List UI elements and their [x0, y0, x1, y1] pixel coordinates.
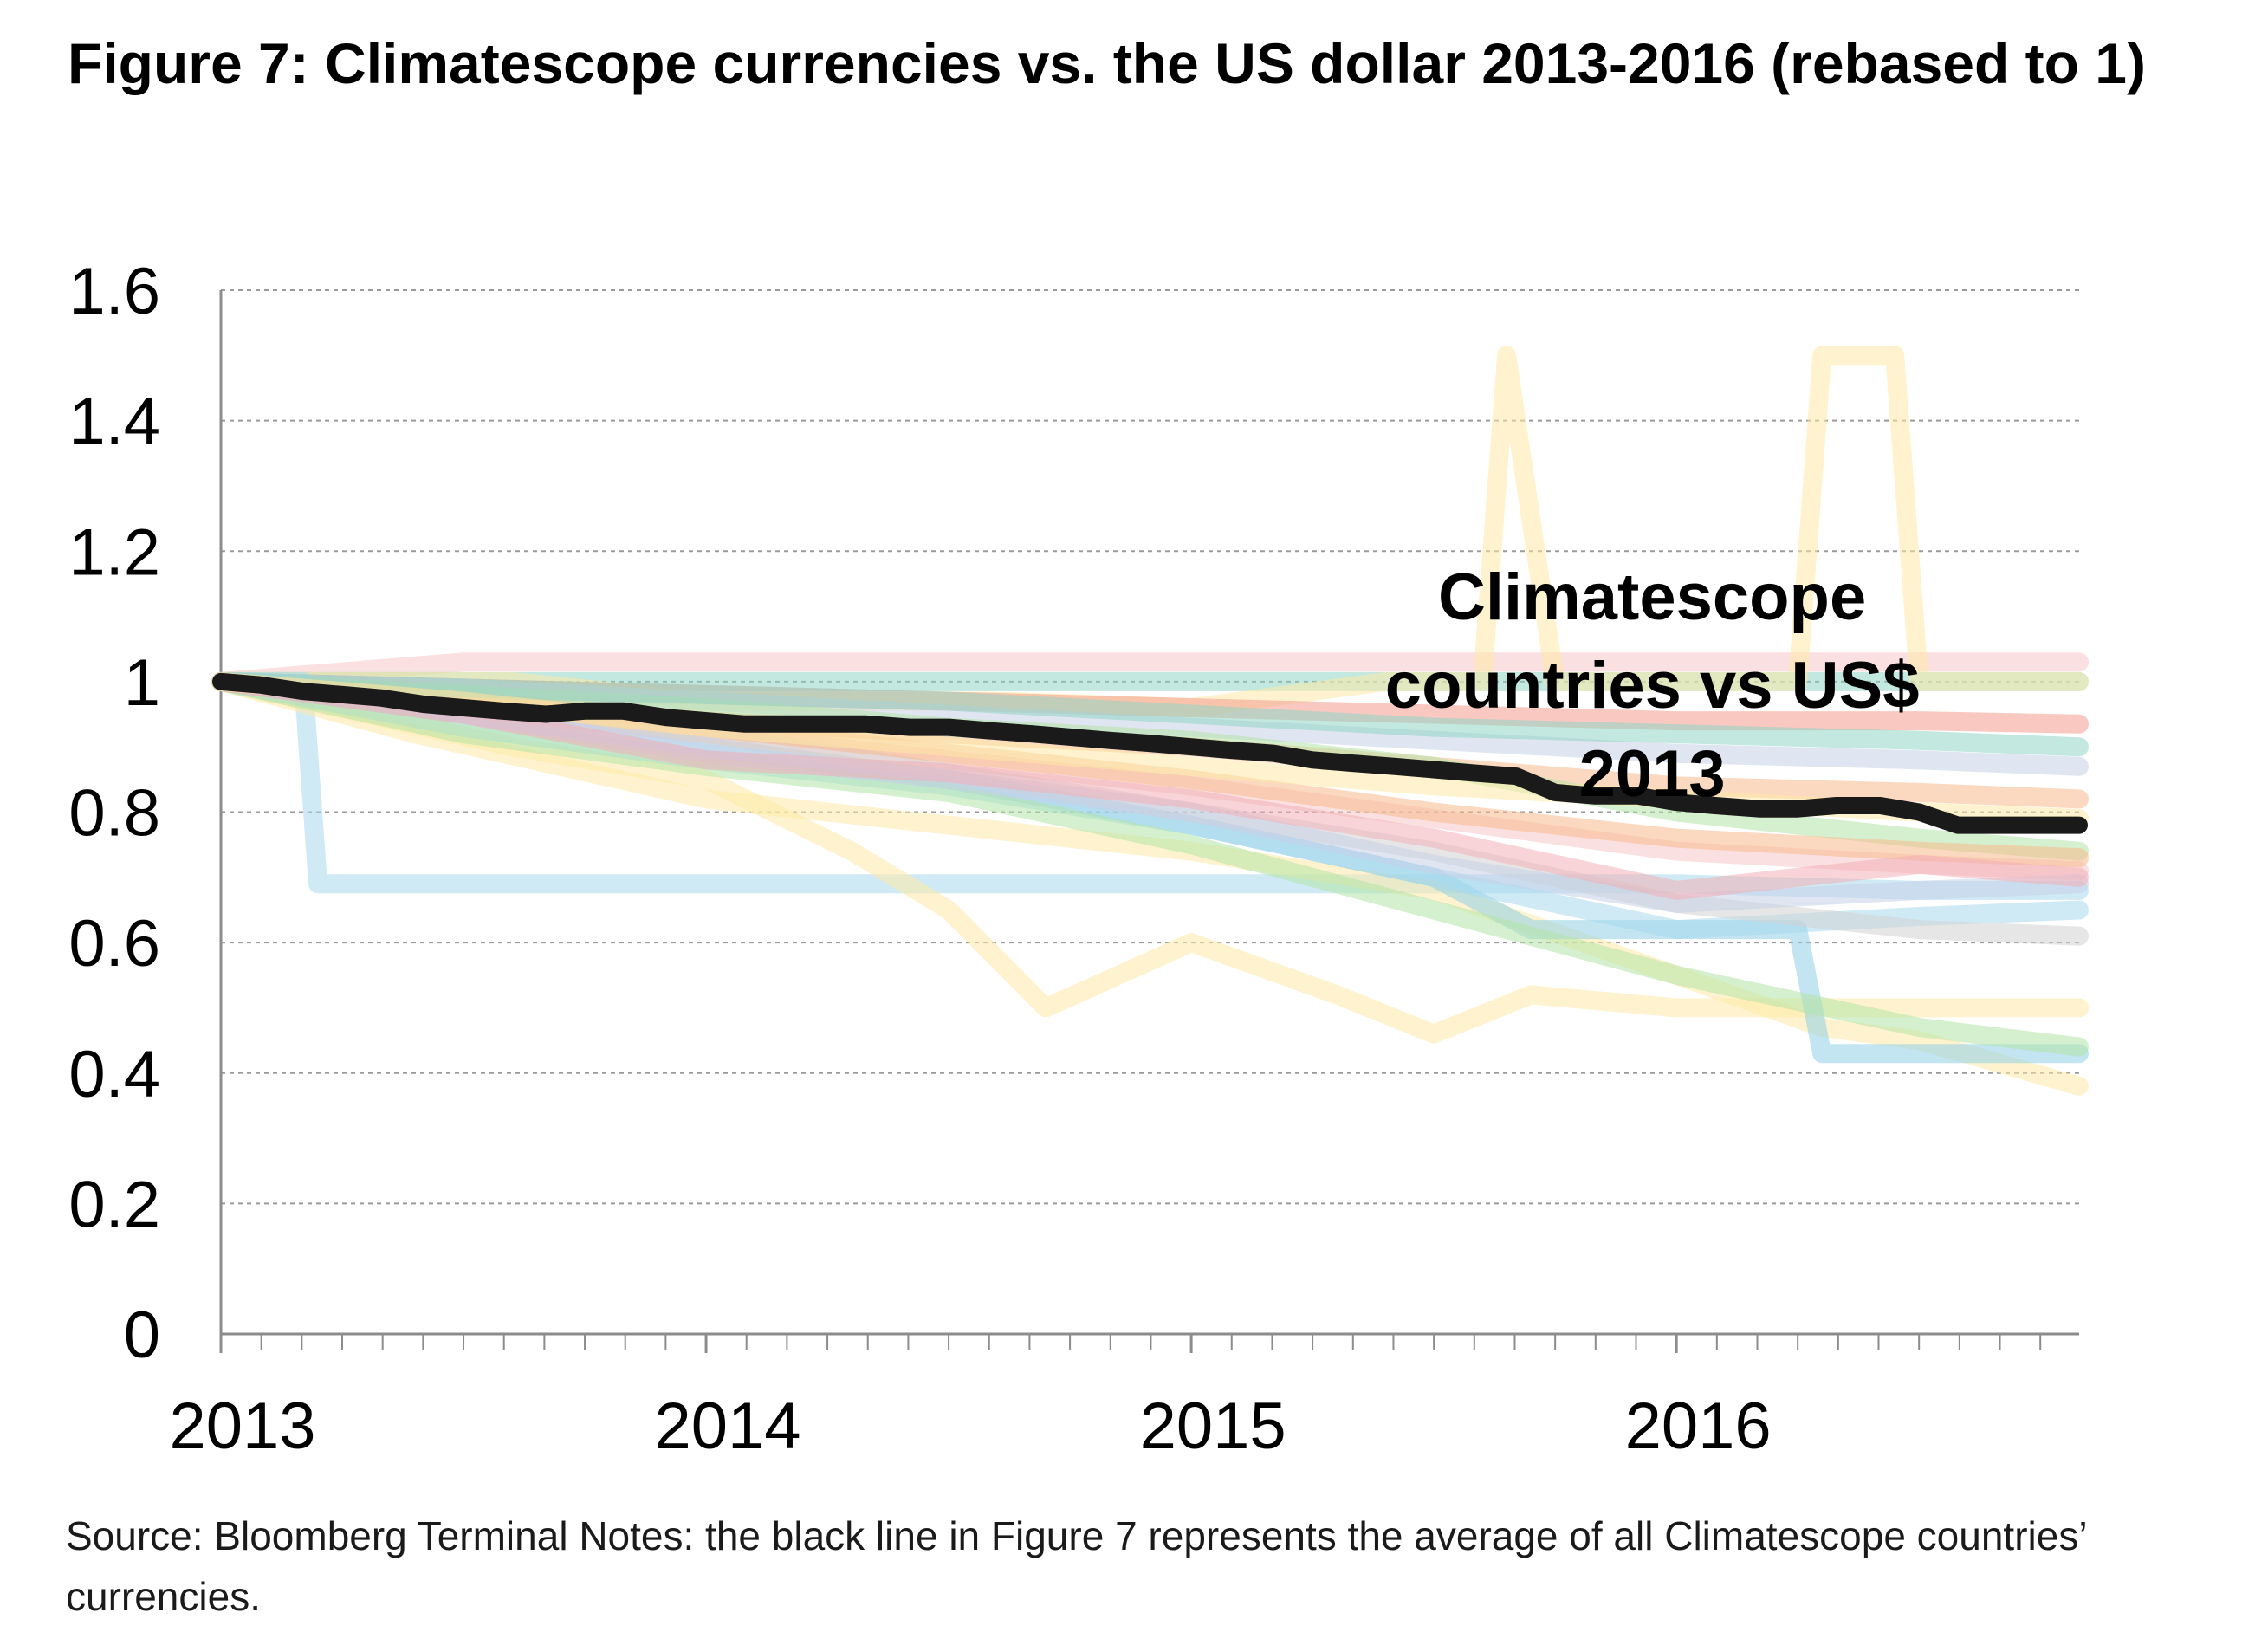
x-tick-label: 2013	[169, 1389, 315, 1463]
y-tick-label: 0.4	[68, 1038, 160, 1111]
y-tick-label: 1	[124, 646, 160, 720]
figure-title: Figure 7: Climatescope currencies vs. th…	[68, 31, 2146, 95]
x-tick-label: 2016	[1625, 1389, 1772, 1463]
y-tick-label: 1.6	[68, 255, 160, 328]
y-tick-label: 1.4	[68, 385, 160, 459]
x-tick-label: 2015	[1140, 1389, 1286, 1463]
country-series-line	[211, 652, 2089, 691]
country-series-line	[211, 671, 2089, 757]
y-axis: 0 0.2 0.4 0.6 0.8 1 1.2 1.4 1.6	[68, 255, 223, 1372]
country-series-line	[211, 671, 2089, 900]
average-line	[212, 672, 2088, 834]
y-tick-label: 0	[124, 1299, 160, 1372]
y-tick-label: 1.2	[68, 515, 160, 589]
country-series-line	[211, 671, 2089, 900]
country-series-line	[211, 671, 2089, 1057]
chart-annotation: Climatescope countries vs US$ 2013	[1385, 560, 1920, 811]
x-tick-label: 2014	[655, 1389, 801, 1463]
source-note: Source: Bloomberg Terminal Notes: the bl…	[66, 1513, 2086, 1619]
y-tick-label: 0.6	[68, 907, 160, 981]
average-series-line	[212, 672, 2088, 834]
annotation-line: countries vs US$	[1385, 649, 1920, 722]
line-chart: 0 0.2 0.4 0.6 0.8 1 1.2 1.4 1.6 2013 2014 2015 2016…	[68, 255, 2089, 1463]
y-tick-label: 0.2	[68, 1168, 160, 1241]
annotation-line: 2013	[1579, 737, 1726, 811]
y-tick-label: 0.8	[68, 777, 160, 851]
annotation-line: Climatescope	[1438, 560, 1866, 634]
x-axis: 2013 2014 2015 2016	[169, 1332, 2079, 1463]
